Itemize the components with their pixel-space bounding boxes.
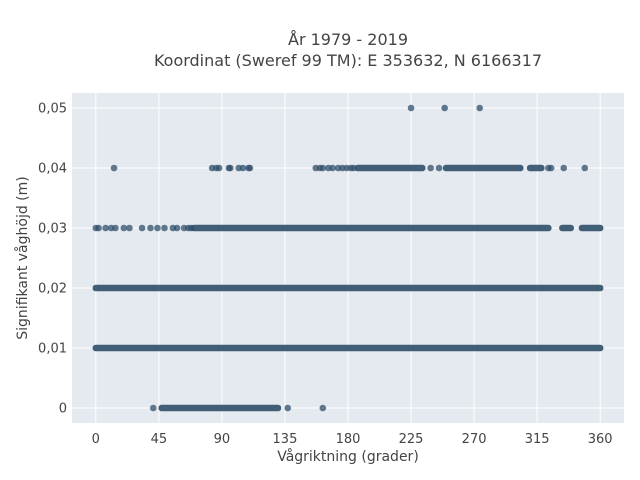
chart-title-line-2: Koordinat (Sweref 99 TM): E 353632, N 61… — [154, 51, 542, 70]
x-tick-label: 45 — [151, 432, 168, 447]
data-point — [581, 164, 589, 172]
data-point — [547, 164, 555, 172]
y-tick-label: 0,04 — [38, 162, 67, 177]
data-point — [319, 404, 327, 412]
data-point — [187, 224, 195, 232]
data-point — [120, 224, 128, 232]
x-tick-label: 360 — [588, 432, 613, 447]
data-point — [102, 224, 109, 232]
data-point — [149, 404, 157, 412]
data-point — [95, 224, 102, 232]
x-tick-label: 315 — [525, 432, 550, 447]
x-tick-label: 225 — [399, 432, 424, 447]
y-tick-label: 0 — [59, 402, 67, 417]
data-point — [407, 104, 415, 112]
data-point — [161, 224, 168, 232]
y-tick-labels: 0 0,01 0,02 0,03 0,04 0,05 — [38, 102, 67, 417]
data-point — [435, 164, 443, 172]
data-point — [239, 164, 247, 172]
data-point — [319, 164, 327, 172]
x-tick-label: 135 — [273, 432, 298, 447]
data-point — [147, 224, 154, 232]
data-point — [476, 104, 483, 112]
x-axis-label: Vågriktning (grader) — [277, 448, 419, 465]
data-points — [92, 104, 604, 412]
data-point — [126, 224, 133, 232]
chart-title-line-1: År 1979 - 2019 — [288, 30, 408, 49]
data-point — [427, 164, 434, 172]
y-tick-label: 0,01 — [38, 342, 67, 357]
data-point — [215, 164, 223, 172]
y-tick-label: 0,03 — [38, 222, 67, 237]
data-point — [284, 404, 292, 412]
data-point — [246, 164, 254, 172]
data-point — [227, 164, 234, 172]
x-tick-labels: 0 45 90 135 180 225 270 315 360 — [92, 432, 613, 447]
y-tick-label: 0,02 — [38, 282, 67, 297]
x-tick-label: 0 — [92, 432, 100, 447]
data-point — [154, 224, 161, 232]
data-point — [350, 164, 357, 172]
x-tick-label: 270 — [462, 432, 487, 447]
data-point — [560, 164, 568, 172]
y-tick-label: 0,05 — [38, 102, 67, 117]
data-point — [110, 164, 118, 172]
y-axis-label: Signifikant våghöjd (m) — [14, 176, 31, 339]
data-point — [441, 104, 448, 112]
x-tick-label: 90 — [214, 432, 231, 447]
x-tick-label: 180 — [336, 432, 361, 447]
data-point — [173, 224, 181, 232]
data-point — [329, 164, 336, 172]
data-point — [112, 224, 119, 232]
data-point — [138, 224, 146, 232]
